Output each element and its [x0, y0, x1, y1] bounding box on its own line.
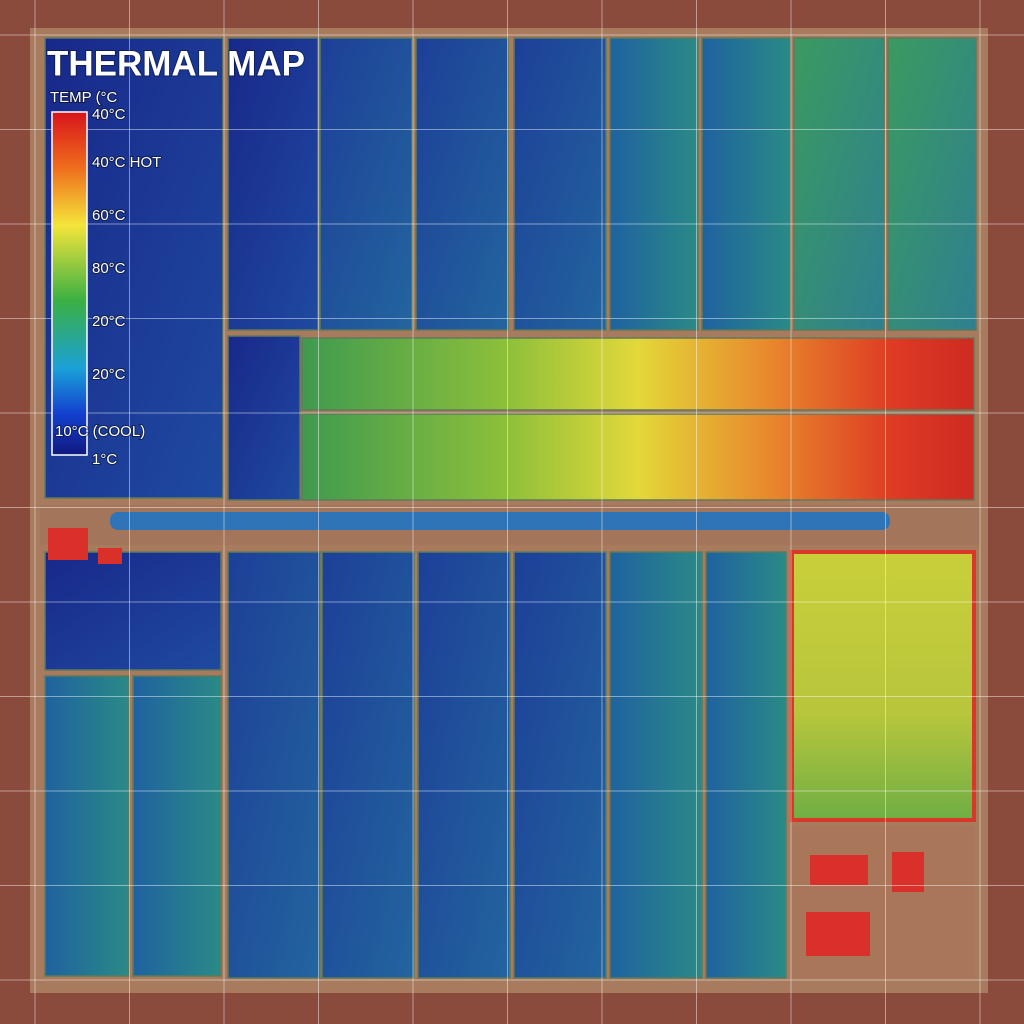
field: [321, 551, 415, 979]
hot-roof: [48, 528, 88, 560]
hot-roof: [810, 855, 868, 885]
hot-field: [301, 413, 975, 501]
map-title: THERMAL MAP: [47, 44, 305, 83]
field: [227, 551, 321, 979]
field: [513, 37, 607, 331]
legend-label: 10°C (COOL): [55, 423, 145, 440]
field: [415, 37, 509, 331]
hot-roof: [806, 912, 870, 956]
field: [887, 37, 977, 331]
legend-heading: TEMP (°C: [50, 89, 118, 106]
field: [513, 551, 607, 979]
field: [319, 37, 413, 331]
color-bar: [51, 111, 88, 456]
legend-label: 40°C: [92, 106, 126, 123]
canal: [110, 512, 890, 530]
hot-roof: [892, 852, 924, 892]
field: [609, 551, 703, 979]
field: [793, 37, 885, 331]
legend-label: 80°C: [92, 260, 126, 277]
field: [701, 37, 791, 331]
hot-field: [301, 337, 975, 411]
field: [44, 551, 222, 671]
legend-label: 1°C: [92, 451, 117, 468]
legend-label: 20°C: [92, 313, 126, 330]
field: [227, 37, 319, 331]
warm-field: [790, 550, 976, 822]
field: [227, 335, 301, 501]
field: [132, 675, 222, 977]
legend-label: 60°C: [92, 207, 126, 224]
field: [44, 675, 130, 977]
legend-label: 40°C HOT: [92, 154, 161, 171]
field: [705, 551, 787, 979]
hot-roof: [98, 548, 122, 564]
field: [609, 37, 699, 331]
legend-label: 20°C: [92, 366, 126, 383]
field: [417, 551, 511, 979]
legend: THERMAL MAP TEMP (°C 40°C 40°C HOT 60°C …: [46, 43, 306, 469]
